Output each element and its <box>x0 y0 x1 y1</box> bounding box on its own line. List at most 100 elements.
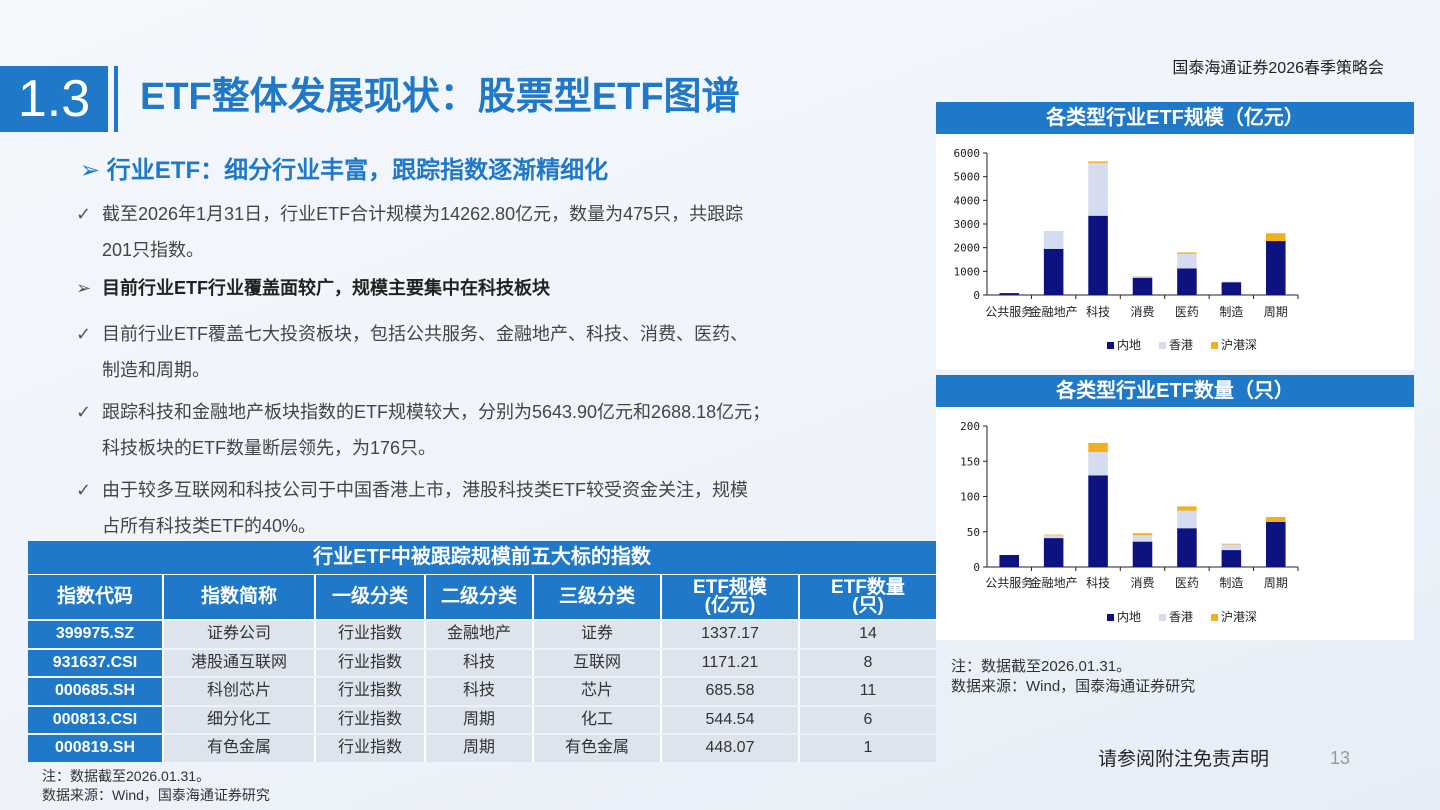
bullet-item: ✓ 截至2026年1月31日，行业ETF合计规模为14262.80亿元，数量为47… <box>76 196 886 268</box>
check-icon: ✓ <box>76 480 92 500</box>
table-cell: 11 <box>800 678 936 705</box>
bar-沪港深-消费 <box>1132 533 1153 536</box>
y-tick-label: 6000 <box>954 147 981 160</box>
bullet-line: ✓ 截至2026年1月31日，行业ETF合计规模为14262.80亿元，数量为47… <box>76 196 886 232</box>
table-cell: 行业指数 <box>316 735 426 762</box>
table-note: 注：数据截至2026.01.31。 数据来源：Wind，国泰海通证券研究 <box>42 767 270 805</box>
x-category-label: 科技 <box>1086 305 1110 319</box>
bar-内地-制造 <box>1221 282 1242 295</box>
table-cell: 科技 <box>426 678 534 705</box>
table-cell: 6 <box>800 706 936 733</box>
bar-沪港深-周期 <box>1266 516 1286 522</box>
table-row: 000813.CSI 细分化工 行业指数 周期 化工 544.54 6 <box>28 706 936 733</box>
chart-title-count: 各类型行业ETF数量（只） <box>936 375 1414 407</box>
legend-swatch <box>1159 614 1166 621</box>
check-icon: ✓ <box>76 402 92 422</box>
bar-香港-金融地产 <box>1043 231 1064 249</box>
bullet-item: ✓ 由于较多互联网和科技公司于中国香港上市，港股科技类ETF较受资金关注，规模 占所… <box>76 472 886 544</box>
bullet-item: ✓ 跟踪科技和金融地产板块指数的ETF规模较大，分别为5643.90亿元和2688… <box>76 394 886 466</box>
bar-内地-周期 <box>1266 241 1286 295</box>
y-tick-label: 0 <box>973 561 980 574</box>
legend-label: 沪港深 <box>1221 610 1257 624</box>
x-category-label: 周期 <box>1264 576 1288 590</box>
bullet-text-cont: 科技板块的ETF数量断层领先，为176只。 <box>102 438 437 458</box>
x-category-label: 金融地产 <box>1030 575 1078 590</box>
table-cell: 1171.21 <box>662 649 800 676</box>
y-tick-label: 2000 <box>954 242 981 255</box>
x-category-label: 医药 <box>1175 305 1199 319</box>
table-cell: 行业指数 <box>316 649 426 676</box>
bar-内地-公共服务 <box>999 555 1019 567</box>
legend-swatch <box>1107 614 1114 621</box>
chart-count: 0 50 100 150 200 公共服务 金融地产 科技 消费 医药 制造 周期 内地 香港 沪港深 <box>936 407 1414 640</box>
x-category-label: 消费 <box>1130 305 1154 319</box>
table-cell: 科创芯片 <box>164 678 316 705</box>
table-cell: 行业指数 <box>316 706 426 733</box>
bullet-text-cont: 201只指数。 <box>102 240 205 260</box>
table-cell: 000819.SH <box>28 735 164 762</box>
table-cell: 8 <box>800 649 936 676</box>
bullet-line: ✓ 跟踪科技和金融地产板块指数的ETF规模较大，分别为5643.90亿元和2688… <box>76 394 886 430</box>
section-number: 1.3 <box>0 66 108 132</box>
table-caption: 行业ETF中被跟踪规模前五大标的指数 <box>28 541 936 574</box>
legend-label: 香港 <box>1169 338 1193 352</box>
x-category-label: 公共服务 <box>985 575 1033 590</box>
disclaimer-link[interactable]: 请参阅附注免责声明 <box>1098 749 1270 770</box>
table-cell: 金融地产 <box>426 621 534 648</box>
page-number: 13 <box>1330 748 1351 768</box>
legend-swatch <box>1107 342 1114 349</box>
table-header-cell: 三级分类 <box>534 575 662 619</box>
table-cell: 000813.CSI <box>28 706 164 733</box>
table-header-cell: 指数简称 <box>164 575 316 619</box>
legend-label: 香港 <box>1169 610 1193 624</box>
page-title: ETF整体发展现状：股票型ETF图谱 <box>140 76 740 118</box>
y-tick-label: 4000 <box>954 194 981 207</box>
chart-note: 注：数据截至2026.01.31。 数据来源：Wind，国泰海通证券研究 <box>951 657 1195 697</box>
bar-沪港深-科技 <box>1088 161 1108 163</box>
table-row: 000685.SH 科创芯片 行业指数 科技 芯片 685.58 11 <box>28 678 936 705</box>
y-tick-label: 50 <box>967 526 980 539</box>
bullet-text: 由于较多互联网和科技公司于中国香港上市，港股科技类ETF较受资金关注，规模 <box>102 480 748 500</box>
bar-沪港深-制造 <box>1221 543 1242 545</box>
y-tick-label: 1000 <box>954 265 981 278</box>
x-category-label: 医药 <box>1175 576 1199 590</box>
y-tick-label: 150 <box>960 455 980 468</box>
bullet-line: ✓ 由于较多互联网和科技公司于中国香港上市，港股科技类ETF较受资金关注，规模 <box>76 472 886 508</box>
bullet-item: ✓ 目前行业ETF覆盖七大投资板块，包括公共服务、金融地产、科技、消费、医药、 制造… <box>76 316 886 388</box>
x-category-label: 公共服务 <box>985 304 1033 319</box>
bar-内地-金融地产 <box>1043 248 1064 295</box>
table-note-source: 数据来源：Wind，国泰海通证券研究 <box>42 787 270 803</box>
bullet-text: 目前行业ETF行业覆盖面较广，规模主要集中在科技板块 <box>102 278 550 298</box>
bar-内地-消费 <box>1132 541 1153 567</box>
bar-香港-医药 <box>1177 510 1197 529</box>
table-header-cell: ETF数量 (只) <box>800 575 936 619</box>
table-cell: 证券 <box>534 621 662 648</box>
table-cell: 1337.17 <box>662 621 800 648</box>
table-cell: 周期 <box>426 735 534 762</box>
table-cell: 有色金属 <box>534 735 662 762</box>
bar-内地-医药 <box>1177 268 1197 295</box>
table-cell: 港股通互联网 <box>164 649 316 676</box>
legend-label: 内地 <box>1117 610 1141 624</box>
bar-香港-科技 <box>1088 452 1108 476</box>
bullet-line: ➢ 目前行业ETF行业覆盖面较广，规模主要集中在科技板块 <box>76 270 886 306</box>
bar-内地-公共服务 <box>999 293 1019 295</box>
table-cell: 互联网 <box>534 649 662 676</box>
bullet-text: 目前行业ETF覆盖七大投资板块，包括公共服务、金融地产、科技、消费、医药、 <box>102 324 748 344</box>
table-cell: 科技 <box>426 649 534 676</box>
chart-title-scale: 各类型行业ETF规模（亿元） <box>936 102 1414 134</box>
x-category-label: 消费 <box>1130 576 1154 590</box>
table-cell: 行业指数 <box>316 678 426 705</box>
table-cell: 芯片 <box>534 678 662 705</box>
bar-香港-科技 <box>1088 162 1108 216</box>
table-header-cell: 指数代码 <box>28 575 164 619</box>
legend-swatch <box>1211 614 1218 621</box>
bar-沪港深-医药 <box>1177 506 1197 511</box>
bar-内地-医药 <box>1177 528 1197 567</box>
arrow-icon: ➢ <box>76 278 92 298</box>
bar-香港-医药 <box>1177 253 1197 269</box>
header-note: 国泰海通证券2026春季策略会 <box>1172 60 1384 77</box>
x-category-label: 科技 <box>1086 576 1110 590</box>
x-category-label: 金融地产 <box>1030 304 1078 319</box>
